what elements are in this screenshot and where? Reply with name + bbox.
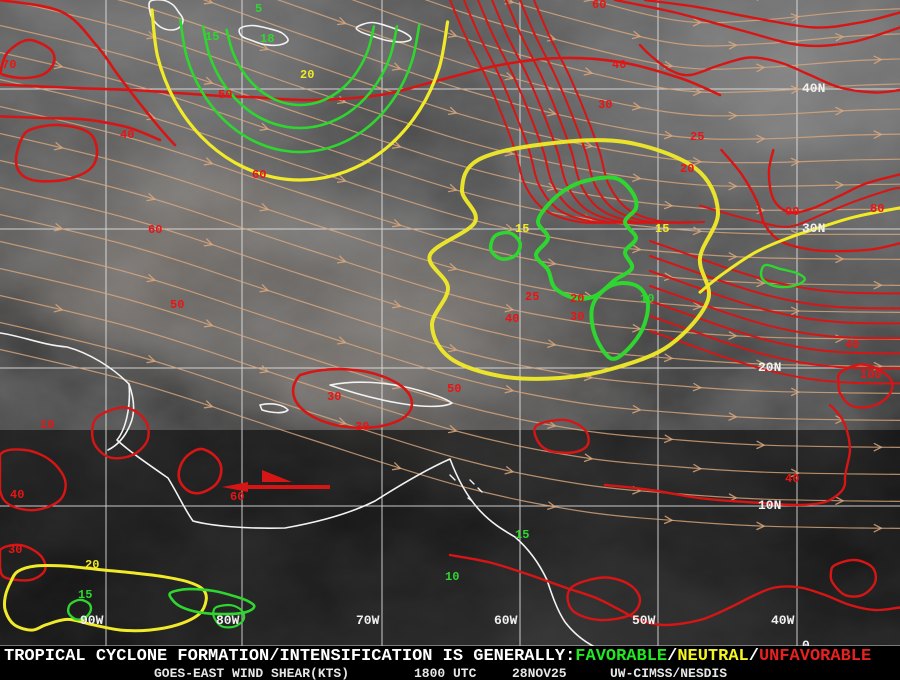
svg-text:30: 30 [598,98,612,112]
svg-text:90W: 90W [80,613,104,628]
svg-text:40: 40 [845,338,859,352]
svg-text:90: 90 [785,205,799,219]
svg-text:70W: 70W [356,613,380,628]
svg-text:40: 40 [505,312,519,326]
svg-text:10N: 10N [758,498,781,513]
svg-text:10: 10 [640,292,654,306]
svg-text:30: 30 [8,543,22,557]
svg-text:60: 60 [148,223,162,237]
svg-text:50W: 50W [632,613,656,628]
svg-text:20: 20 [85,558,99,572]
svg-text:25: 25 [690,130,704,144]
svg-text:60W: 60W [494,613,518,628]
svg-text:20N: 20N [758,360,781,375]
svg-text:30N: 30N [802,221,825,236]
svg-text:100: 100 [860,368,882,382]
svg-text:80W: 80W [216,613,240,628]
svg-text:60: 60 [592,0,606,12]
svg-text:20: 20 [300,68,314,82]
svg-text:60: 60 [252,168,266,182]
svg-text:70: 70 [2,58,16,72]
svg-text:20: 20 [680,162,694,176]
svg-text:20: 20 [570,292,584,306]
svg-text:5: 5 [255,2,262,16]
svg-text:80: 80 [870,202,884,216]
svg-text:30: 30 [570,310,584,324]
svg-text:30: 30 [327,390,341,404]
svg-text:50: 50 [218,88,232,102]
svg-text:40: 40 [612,58,626,72]
svg-text:50: 50 [170,298,184,312]
svg-text:60: 60 [230,490,244,504]
svg-text:15: 15 [205,30,219,44]
svg-text:10: 10 [40,418,54,432]
svg-text:30: 30 [355,420,369,434]
svg-text:25: 25 [525,290,539,304]
svg-text:40: 40 [120,128,134,142]
svg-text:40: 40 [10,488,24,502]
svg-text:40W: 40W [771,613,795,628]
svg-text:15: 15 [515,222,529,236]
svg-text:15: 15 [655,222,669,236]
svg-text:10: 10 [445,570,459,584]
svg-text:40: 40 [785,472,799,486]
svg-text:18: 18 [260,32,274,46]
svg-text:15: 15 [78,588,92,602]
svg-text:50: 50 [447,382,461,396]
svg-text:15: 15 [515,528,529,542]
svg-text:40N: 40N [802,81,825,96]
